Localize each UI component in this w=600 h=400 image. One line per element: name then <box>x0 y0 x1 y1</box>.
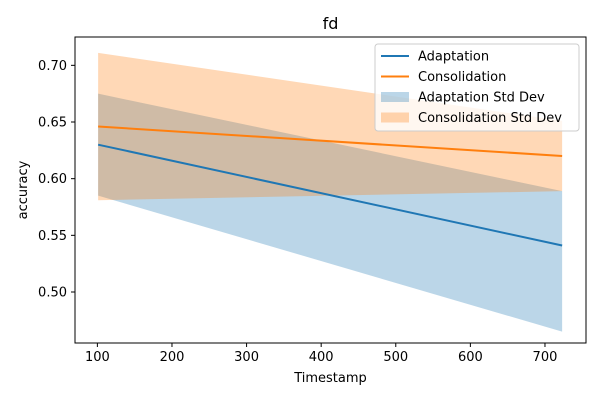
x-tick-label: 200 <box>160 350 185 365</box>
y-tick-label: 0.55 <box>38 229 67 244</box>
x-axis-label: Timestamp <box>293 371 367 386</box>
chart-title: fd <box>323 14 339 33</box>
y-tick-label: 0.50 <box>38 286 67 301</box>
legend-swatch-adaptation-std-dev <box>381 92 409 102</box>
legend-label-adaptation: Adaptation <box>418 50 489 65</box>
y-axis-ticks: 0.50 0.55 0.60 0.65 0.70 <box>38 59 75 301</box>
series-lines <box>97 125 563 247</box>
legend-label-consolidation-std-dev: Consolidation Std Dev <box>418 111 562 126</box>
x-axis-ticks: 100 200 300 400 500 600 700 <box>85 343 557 365</box>
y-tick-label: 0.65 <box>38 116 67 131</box>
axes-frame <box>74 36 587 344</box>
y-tick-label: 0.60 <box>38 172 67 187</box>
x-tick-label: 300 <box>234 350 259 365</box>
series-line-consolidation <box>98 125 563 157</box>
x-tick-label: 100 <box>85 350 110 365</box>
series-line-adaptation <box>97 143 563 247</box>
x-tick-label: 400 <box>309 350 334 365</box>
legend-label-consolidation: Consolidation <box>418 70 506 85</box>
x-tick-label: 600 <box>458 350 483 365</box>
std-dev-band-consolidation <box>98 52 563 201</box>
legend-swatch-consolidation-std-dev <box>381 112 409 123</box>
std-dev-bands <box>98 52 563 332</box>
x-tick-label: 700 <box>533 350 558 365</box>
legend-label-adaptation-std-dev: Adaptation Std Dev <box>418 91 545 106</box>
y-axis-label: accuracy <box>16 160 31 219</box>
x-tick-label: 500 <box>383 350 408 365</box>
y-tick-label: 0.70 <box>38 59 67 74</box>
legend: Adaptation Consolidation Adaptation Std De… <box>374 43 580 132</box>
std-dev-band-adaptation <box>98 93 563 332</box>
legend-box <box>374 43 580 132</box>
